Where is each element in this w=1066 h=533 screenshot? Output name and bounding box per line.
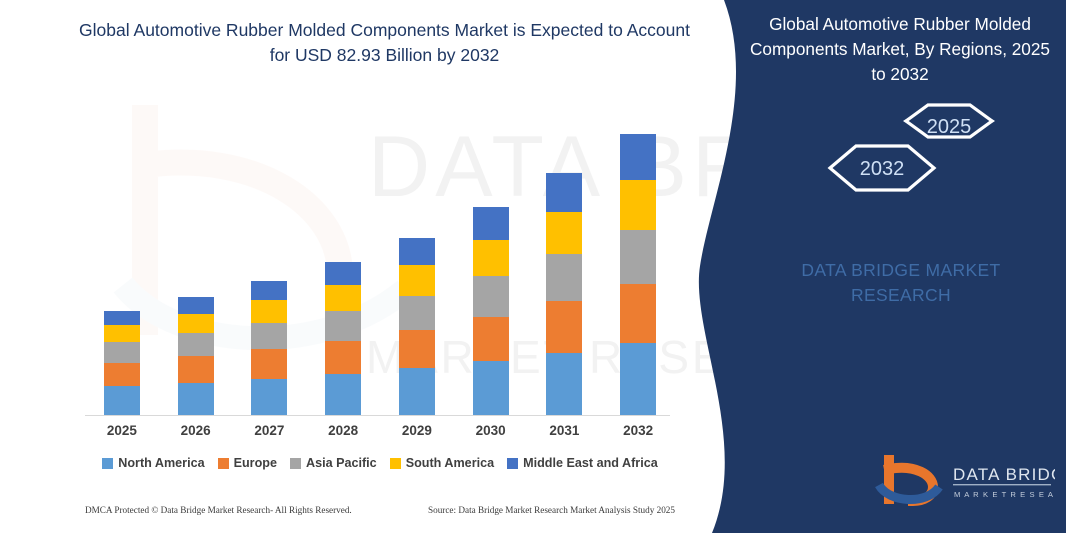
bar-segment: [251, 280, 288, 301]
bar-column-2028: [307, 110, 379, 415]
bar-segment: [620, 283, 657, 344]
legend-swatch-icon: [289, 457, 301, 469]
bar-segment: [251, 323, 288, 349]
bar-segment: [103, 386, 140, 415]
stacked-bar[interactable]: [398, 237, 435, 415]
bar-segment: [398, 368, 435, 415]
chart-legend: North America Europe Asia Pacific South Ame…: [85, 456, 675, 470]
bar-segment: [546, 211, 583, 255]
x-axis-tick-2030: 2030: [475, 423, 506, 438]
bar-segment: [472, 316, 509, 362]
x-axis-labels: 2025 2026 2027 2028 2029 2030 2031 2032: [85, 423, 675, 438]
bar-segment: [251, 300, 288, 324]
page-title: Global Automotive Rubber Molded Componen…: [79, 20, 690, 65]
legend-label: Asia Pacific: [305, 456, 377, 470]
bar-column-2025: [86, 110, 158, 415]
bar-column-2029: [381, 110, 453, 415]
x-axis-tick-2032: 2032: [623, 423, 654, 438]
bar-segment: [620, 343, 657, 415]
navy-panel-shape: [698, 0, 1066, 533]
legend-label: Middle East and Africa: [523, 456, 658, 470]
bar-segment: [103, 310, 140, 326]
bar-segment: [472, 240, 509, 277]
x-axis-tick-2025: 2025: [106, 423, 137, 438]
bar-segment: [251, 378, 288, 415]
bar-segment: [398, 330, 435, 369]
chart-axis-line: [85, 415, 670, 416]
legend-swatch-icon: [507, 457, 519, 469]
bar-segment: [472, 276, 509, 317]
bar-segment: [398, 264, 435, 296]
stacked-bar[interactable]: [177, 297, 214, 415]
legend-item[interactable]: Asia Pacific: [289, 456, 377, 470]
bar-segment: [325, 310, 362, 341]
x-axis-tick-2026: 2026: [180, 423, 211, 438]
footer-bar: DMCA Protected © Data Bridge Market Rese…: [85, 505, 675, 515]
bar-column-2030: [455, 110, 527, 415]
stacked-bar[interactable]: [472, 207, 509, 415]
bar-segment: [620, 179, 657, 230]
bar-segment: [177, 313, 214, 334]
bar-segment: [325, 261, 362, 285]
bar-segment: [177, 356, 214, 383]
bar-segment: [103, 342, 140, 363]
bar-segment: [103, 325, 140, 343]
stacked-bar-chart: [85, 110, 675, 415]
x-axis-tick-2031: 2031: [549, 423, 580, 438]
bar-segment: [546, 254, 583, 302]
bar-segment: [325, 284, 362, 311]
bar-segment: [177, 382, 214, 415]
bar-column-2026: [160, 110, 232, 415]
stacked-bar[interactable]: [103, 310, 140, 415]
bar-column-2027: [233, 110, 305, 415]
footer-source: Source: Data Bridge Market Research Mark…: [428, 505, 675, 515]
bar-segment: [251, 348, 288, 379]
x-axis-tick-2029: 2029: [401, 423, 432, 438]
legend-item[interactable]: North America: [102, 456, 205, 470]
bar-segment: [177, 333, 214, 357]
bar-segment: [325, 340, 362, 374]
bar-segment: [325, 373, 362, 415]
x-axis-tick-2028: 2028: [328, 423, 359, 438]
stacked-bar[interactable]: [251, 280, 288, 415]
stacked-bar[interactable]: [325, 261, 362, 415]
legend-label: South America: [405, 456, 495, 470]
bar-segment: [472, 361, 509, 415]
bar-segment: [546, 301, 583, 353]
legend-item[interactable]: South America: [389, 456, 495, 470]
x-axis-tick-2027: 2027: [254, 423, 285, 438]
legend-item[interactable]: Europe: [217, 456, 277, 470]
legend-swatch-icon: [102, 457, 114, 469]
bar-column-2031: [528, 110, 600, 415]
legend-label: North America: [118, 456, 205, 470]
stacked-bar[interactable]: [546, 172, 583, 415]
bar-segment: [620, 134, 657, 180]
bar-segment: [620, 229, 657, 284]
stacked-bar[interactable]: [620, 134, 657, 415]
legend-label: Europe: [233, 456, 277, 470]
bar-segment: [398, 237, 435, 265]
bar-segment: [472, 207, 509, 241]
footer-copyright: DMCA Protected © Data Bridge Market Rese…: [85, 505, 352, 515]
legend-swatch-icon: [217, 457, 229, 469]
legend-swatch-icon: [389, 457, 401, 469]
bar-segment: [546, 172, 583, 212]
bar-column-2032: [602, 110, 674, 415]
bar-segment: [103, 362, 140, 387]
bar-segment: [546, 352, 583, 415]
legend-item[interactable]: Middle East and Africa: [507, 456, 658, 470]
bar-segment: [398, 295, 435, 331]
bar-segment: [177, 297, 214, 314]
